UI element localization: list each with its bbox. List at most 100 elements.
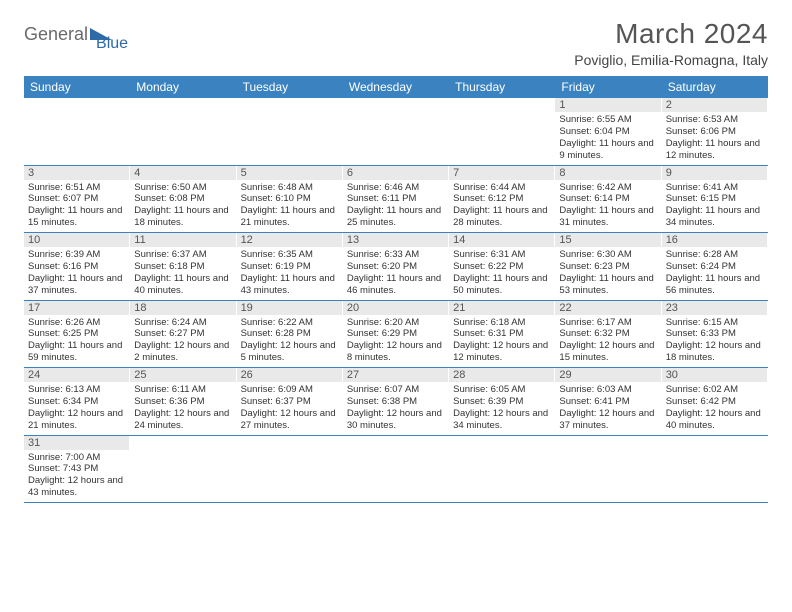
day-cell: 8Sunrise: 6:42 AMSunset: 6:14 PMDaylight…: [555, 166, 661, 233]
sunset-line: Sunset: 6:11 PM: [347, 193, 444, 205]
day-cell: 11Sunrise: 6:37 AMSunset: 6:18 PMDayligh…: [130, 233, 236, 300]
day-cell: 27Sunrise: 6:07 AMSunset: 6:38 PMDayligh…: [343, 368, 449, 435]
sunset-line: Sunset: 6:28 PM: [241, 328, 338, 340]
day-header-cell: Saturday: [662, 76, 768, 98]
week-row: 1Sunrise: 6:55 AMSunset: 6:04 PMDaylight…: [24, 98, 768, 166]
day-cell: 19Sunrise: 6:22 AMSunset: 6:28 PMDayligh…: [237, 301, 343, 368]
sunrise-line: Sunrise: 6:33 AM: [347, 249, 444, 261]
sunrise-line: Sunrise: 6:07 AM: [347, 384, 444, 396]
day-number: 10: [24, 233, 129, 247]
day-cell: 10Sunrise: 6:39 AMSunset: 6:16 PMDayligh…: [24, 233, 130, 300]
day-cell: 26Sunrise: 6:09 AMSunset: 6:37 PMDayligh…: [237, 368, 343, 435]
sunrise-line: Sunrise: 6:35 AM: [241, 249, 338, 261]
day-header-cell: Tuesday: [237, 76, 343, 98]
day-number: 8: [555, 166, 660, 180]
day-number: 9: [662, 166, 767, 180]
sunrise-line: Sunrise: 6:50 AM: [134, 182, 231, 194]
day-number: 17: [24, 301, 129, 315]
daylight-line: Daylight: 11 hours and 59 minutes.: [28, 340, 125, 364]
day-number: 11: [130, 233, 235, 247]
daylight-line: Daylight: 11 hours and 18 minutes.: [134, 205, 231, 229]
day-cell: 24Sunrise: 6:13 AMSunset: 6:34 PMDayligh…: [24, 368, 130, 435]
day-cell: 23Sunrise: 6:15 AMSunset: 6:33 PMDayligh…: [662, 301, 768, 368]
day-cell: [449, 436, 555, 503]
sunset-line: Sunset: 6:20 PM: [347, 261, 444, 273]
daylight-line: Daylight: 12 hours and 37 minutes.: [559, 408, 656, 432]
day-cell: 13Sunrise: 6:33 AMSunset: 6:20 PMDayligh…: [343, 233, 449, 300]
daylight-line: Daylight: 11 hours and 53 minutes.: [559, 273, 656, 297]
day-cell: 3Sunrise: 6:51 AMSunset: 6:07 PMDaylight…: [24, 166, 130, 233]
day-number: 30: [662, 368, 767, 382]
day-number: 7: [449, 166, 554, 180]
daylight-line: Daylight: 12 hours and 34 minutes.: [453, 408, 550, 432]
sunset-line: Sunset: 6:39 PM: [453, 396, 550, 408]
day-number: 22: [555, 301, 660, 315]
day-number: 12: [237, 233, 342, 247]
sunrise-line: Sunrise: 6:22 AM: [241, 317, 338, 329]
daylight-line: Daylight: 12 hours and 2 minutes.: [134, 340, 231, 364]
sunrise-line: Sunrise: 6:48 AM: [241, 182, 338, 194]
daylight-line: Daylight: 12 hours and 30 minutes.: [347, 408, 444, 432]
sunrise-line: Sunrise: 7:00 AM: [28, 452, 125, 464]
sunrise-line: Sunrise: 6:51 AM: [28, 182, 125, 194]
day-number: 21: [449, 301, 554, 315]
sunset-line: Sunset: 6:19 PM: [241, 261, 338, 273]
day-number: 14: [449, 233, 554, 247]
sunrise-line: Sunrise: 6:55 AM: [559, 114, 656, 126]
sunrise-line: Sunrise: 6:39 AM: [28, 249, 125, 261]
day-cell: 29Sunrise: 6:03 AMSunset: 6:41 PMDayligh…: [555, 368, 661, 435]
day-cell: 30Sunrise: 6:02 AMSunset: 6:42 PMDayligh…: [662, 368, 768, 435]
day-cell: [130, 98, 236, 165]
day-cell: 4Sunrise: 6:50 AMSunset: 6:08 PMDaylight…: [130, 166, 236, 233]
daylight-line: Daylight: 12 hours and 40 minutes.: [666, 408, 763, 432]
daylight-line: Daylight: 11 hours and 15 minutes.: [28, 205, 125, 229]
day-cell: 15Sunrise: 6:30 AMSunset: 6:23 PMDayligh…: [555, 233, 661, 300]
sunrise-line: Sunrise: 6:26 AM: [28, 317, 125, 329]
daylight-line: Daylight: 11 hours and 12 minutes.: [666, 138, 763, 162]
sunset-line: Sunset: 6:14 PM: [559, 193, 656, 205]
day-number: 26: [237, 368, 342, 382]
day-number: 4: [130, 166, 235, 180]
sunset-line: Sunset: 6:36 PM: [134, 396, 231, 408]
calendar: SundayMondayTuesdayWednesdayThursdayFrid…: [24, 76, 768, 503]
sunrise-line: Sunrise: 6:13 AM: [28, 384, 125, 396]
day-header-cell: Thursday: [449, 76, 555, 98]
daylight-line: Daylight: 12 hours and 12 minutes.: [453, 340, 550, 364]
sunrise-line: Sunrise: 6:15 AM: [666, 317, 763, 329]
day-cell: 20Sunrise: 6:20 AMSunset: 6:29 PMDayligh…: [343, 301, 449, 368]
week-row: 24Sunrise: 6:13 AMSunset: 6:34 PMDayligh…: [24, 368, 768, 436]
day-number: 31: [24, 436, 129, 450]
day-header-cell: Monday: [130, 76, 236, 98]
day-number: 1: [555, 98, 660, 112]
sunset-line: Sunset: 6:07 PM: [28, 193, 125, 205]
sunset-line: Sunset: 6:31 PM: [453, 328, 550, 340]
sunrise-line: Sunrise: 6:17 AM: [559, 317, 656, 329]
day-number: 13: [343, 233, 448, 247]
week-row: 10Sunrise: 6:39 AMSunset: 6:16 PMDayligh…: [24, 233, 768, 301]
day-number: 16: [662, 233, 767, 247]
day-cell: [662, 436, 768, 503]
day-cell: 14Sunrise: 6:31 AMSunset: 6:22 PMDayligh…: [449, 233, 555, 300]
sunset-line: Sunset: 6:37 PM: [241, 396, 338, 408]
day-cell: 2Sunrise: 6:53 AMSunset: 6:06 PMDaylight…: [662, 98, 768, 165]
day-cell: 16Sunrise: 6:28 AMSunset: 6:24 PMDayligh…: [662, 233, 768, 300]
day-number: 6: [343, 166, 448, 180]
day-cell: [449, 98, 555, 165]
sunrise-line: Sunrise: 6:31 AM: [453, 249, 550, 261]
week-row: 3Sunrise: 6:51 AMSunset: 6:07 PMDaylight…: [24, 166, 768, 234]
daylight-line: Daylight: 12 hours and 43 minutes.: [28, 475, 125, 499]
day-cell: 12 Sunrise: 6:35 AMSunset: 6:19 PMDayligh…: [237, 233, 343, 300]
day-cell: 17Sunrise: 6:26 AMSunset: 6:25 PMDayligh…: [24, 301, 130, 368]
daylight-line: Daylight: 12 hours and 5 minutes.: [241, 340, 338, 364]
day-number: 15: [555, 233, 660, 247]
daylight-line: Daylight: 11 hours and 43 minutes.: [241, 273, 338, 297]
sunset-line: Sunset: 6:38 PM: [347, 396, 444, 408]
daylight-line: Daylight: 12 hours and 15 minutes.: [559, 340, 656, 364]
day-number: 28: [449, 368, 554, 382]
sunrise-line: Sunrise: 6:44 AM: [453, 182, 550, 194]
day-number: 2: [662, 98, 767, 112]
sunrise-line: Sunrise: 6:53 AM: [666, 114, 763, 126]
sunrise-line: Sunrise: 6:09 AM: [241, 384, 338, 396]
day-number: 5: [237, 166, 342, 180]
daylight-line: Daylight: 11 hours and 40 minutes.: [134, 273, 231, 297]
